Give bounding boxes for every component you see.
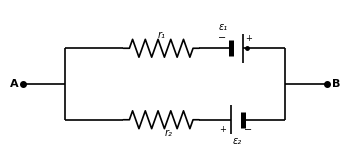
Text: ε₁: ε₁ (219, 22, 228, 32)
Text: −: − (244, 125, 252, 135)
Text: +: + (219, 125, 226, 134)
Text: B: B (332, 79, 340, 89)
Text: −: − (218, 33, 226, 43)
Text: r₁: r₁ (157, 30, 165, 40)
Text: r₂: r₂ (164, 128, 172, 138)
Text: A: A (10, 79, 18, 89)
Text: ε₂: ε₂ (232, 136, 241, 146)
Text: +: + (245, 34, 252, 43)
